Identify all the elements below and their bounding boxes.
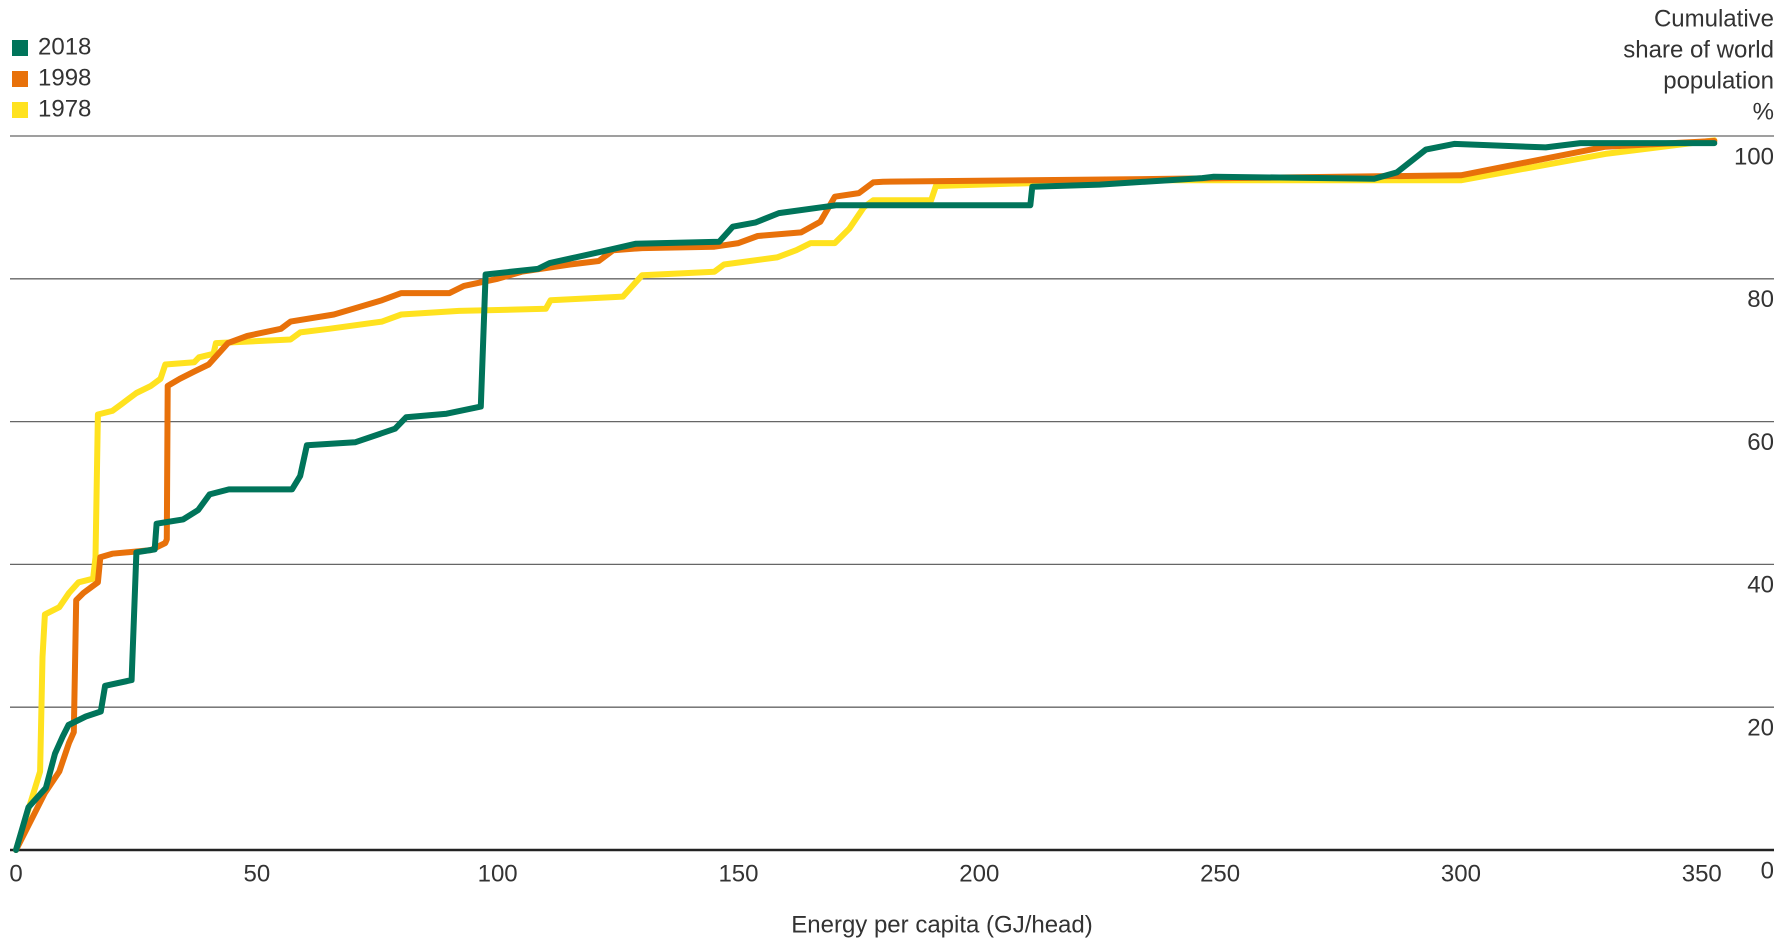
legend-swatch [12,40,28,56]
legend-label: 1978 [38,95,91,122]
legend-swatch [12,71,28,87]
y-tick-label: 0 [1761,857,1774,884]
y-tick-label: 100 [1734,143,1774,170]
x-tick-label: 150 [718,860,758,887]
x-tick-label: 350 [1682,860,1722,887]
x-tick-label: 50 [243,860,270,887]
y-tick-label: 40 [1747,572,1774,599]
y-axis-label: Cumulative [1654,5,1774,32]
y-tick-label: 60 [1747,429,1774,456]
y-axis-label: population [1663,67,1774,94]
x-tick-label: 0 [9,860,22,887]
series-line [13,137,1718,853]
y-axis-label: share of world [1623,36,1774,63]
x-tick-label: 250 [1200,860,1240,887]
series-line [13,138,1718,853]
legend-label: 1998 [38,64,91,91]
x-tick-label: 200 [959,860,999,887]
x-tick-label: 300 [1441,860,1481,887]
legend-label: 2018 [38,33,91,60]
y-axis-label: % [1753,98,1774,125]
y-tick-label: 20 [1747,715,1774,742]
y-tick-label: 80 [1747,286,1774,313]
series-line [13,140,1718,853]
x-axis-label: Energy per capita (GJ/head) [791,911,1093,938]
x-tick-label: 100 [478,860,518,887]
legend-swatch [12,102,28,118]
